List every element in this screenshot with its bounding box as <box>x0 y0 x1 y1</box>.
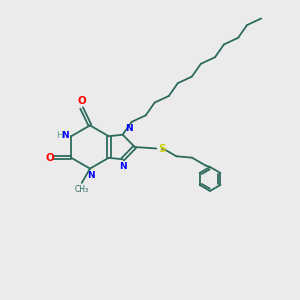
Text: H: H <box>56 131 63 140</box>
Text: O: O <box>77 96 86 106</box>
Text: N: N <box>125 124 132 133</box>
Text: N: N <box>87 171 94 180</box>
Text: N: N <box>119 162 127 171</box>
Text: CH₃: CH₃ <box>75 185 89 194</box>
Text: O: O <box>45 153 54 163</box>
Text: S: S <box>158 143 165 154</box>
Text: N: N <box>61 131 69 140</box>
